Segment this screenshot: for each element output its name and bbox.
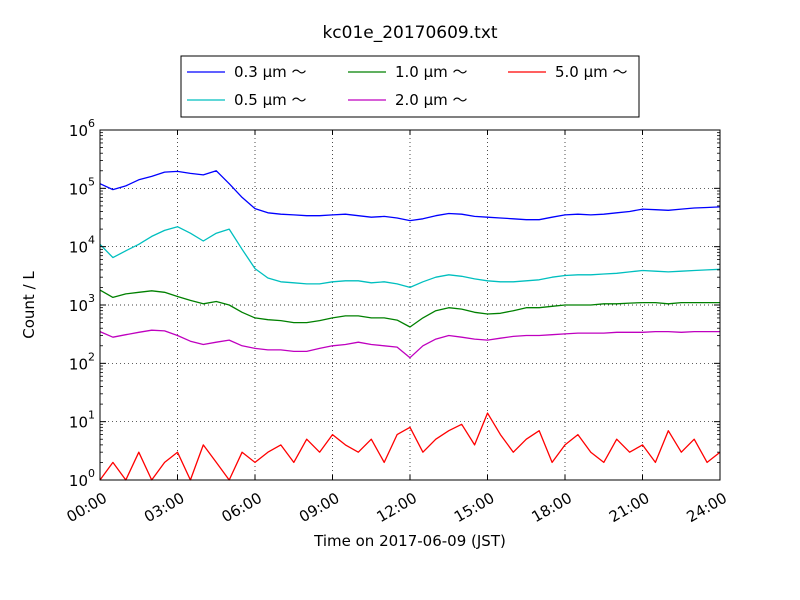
series-line-0 [99,170,721,222]
tick-marks [99,129,721,481]
y-tick-labels: 100 101 102 103 104 105 106 [69,117,95,490]
series-line-2 [99,289,720,328]
legend-label: 2.0 μm ～ [395,91,468,109]
legend-box [180,55,640,118]
y-tick-label: 101 [69,409,95,432]
y-axis-label: Count / L [20,271,38,339]
x-tick-label: 15:00 [451,489,497,526]
legend-label: 1.0 μm ～ [395,63,468,81]
legend-label: 0.5 μm ～ [234,91,307,109]
x-tick-label: 24:00 [684,489,730,526]
x-tick-label: 03:00 [141,489,187,526]
y-tick-label: 104 [69,234,95,257]
series-lines [99,170,721,481]
x-tick-label: 06:00 [219,489,265,526]
x-axis-label: Time on 2017-06-09 (JST) [313,532,506,550]
chart-title: kc01e_20170609.txt [322,23,497,43]
legend: 0.3 μm ～ 0.5 μm ～ 1.0 μm ～ 2.0 μm ～ 5.0 μm ～ [180,55,640,118]
x-tick-label: 21:00 [606,489,652,526]
grid-lines [99,130,721,480]
y-tick-label: 102 [69,350,95,373]
legend-label: 0.3 μm ～ [234,63,307,81]
x-tick-label: 12:00 [374,489,420,526]
legend-label: 5.0 μm ～ [555,63,628,81]
x-tick-label: 09:00 [296,489,342,526]
x-tick-label: 00:00 [64,489,110,526]
y-tick-label: 103 [69,292,95,315]
x-tick-labels: 00:00 03:00 06:00 09:00 12:00 15:00 18:00 21:00… [64,489,730,526]
series-line-1 [99,226,721,289]
y-tick-label: 100 [69,467,95,490]
series-line-3 [99,329,720,359]
x-tick-label: 18:00 [529,489,575,526]
y-tick-label: 105 [69,175,95,198]
y-tick-label: 106 [69,117,95,140]
series-line-4 [99,412,721,481]
